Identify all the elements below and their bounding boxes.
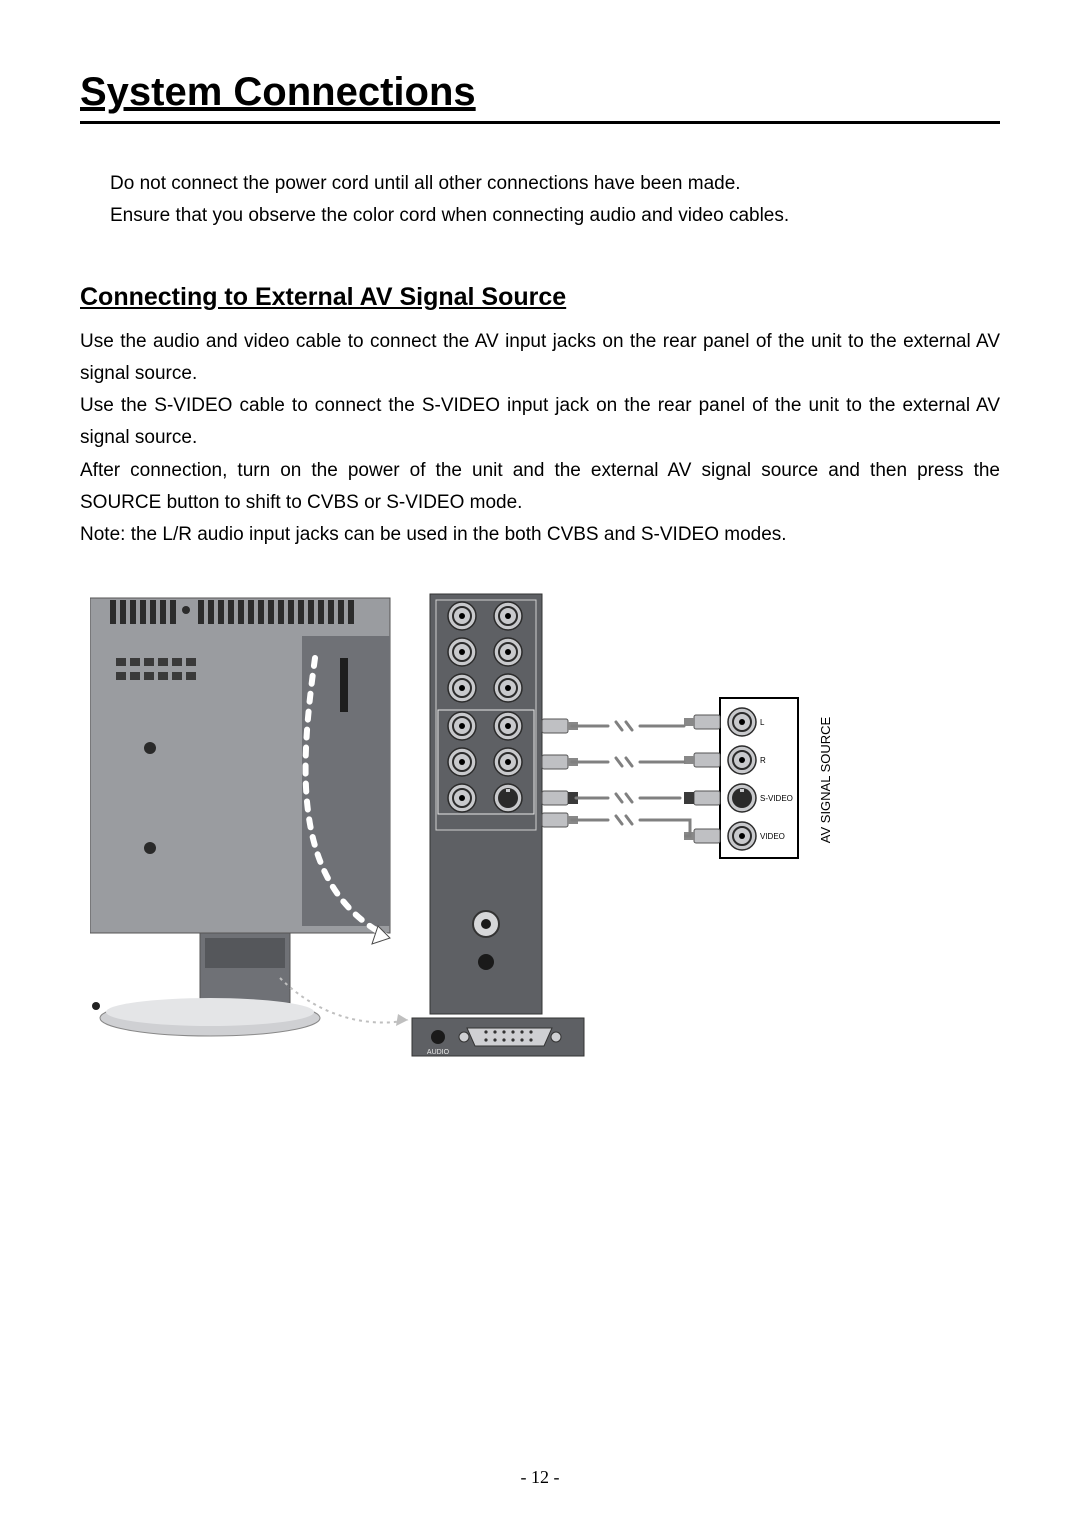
section-heading: Connecting to External AV Signal Source xyxy=(80,283,1000,312)
intro-block: Do not connect the power cord until all … xyxy=(110,168,1000,233)
svg-text:L: L xyxy=(760,718,765,727)
intro-line: Ensure that you observe the color cord w… xyxy=(110,200,1000,232)
svg-text:AV SIGNAL SOURCE: AV SIGNAL SOURCE xyxy=(818,716,833,843)
page-title: System Connections xyxy=(80,70,1000,124)
page-number: - 12 - xyxy=(0,1467,1080,1488)
intro-line: Do not connect the power cord until all … xyxy=(110,168,1000,200)
connection-diagram: AUDIO L R S-VIDEO VIDEO AV SIGNAL SOURCE xyxy=(90,588,1000,1063)
svg-text:S-VIDEO: S-VIDEO xyxy=(760,794,793,803)
svg-text:R: R xyxy=(760,756,766,765)
svg-text:VIDEO: VIDEO xyxy=(760,832,785,841)
section-body: Use the audio and video cable to connect… xyxy=(80,326,1000,552)
svg-text:AUDIO: AUDIO xyxy=(427,1049,450,1056)
